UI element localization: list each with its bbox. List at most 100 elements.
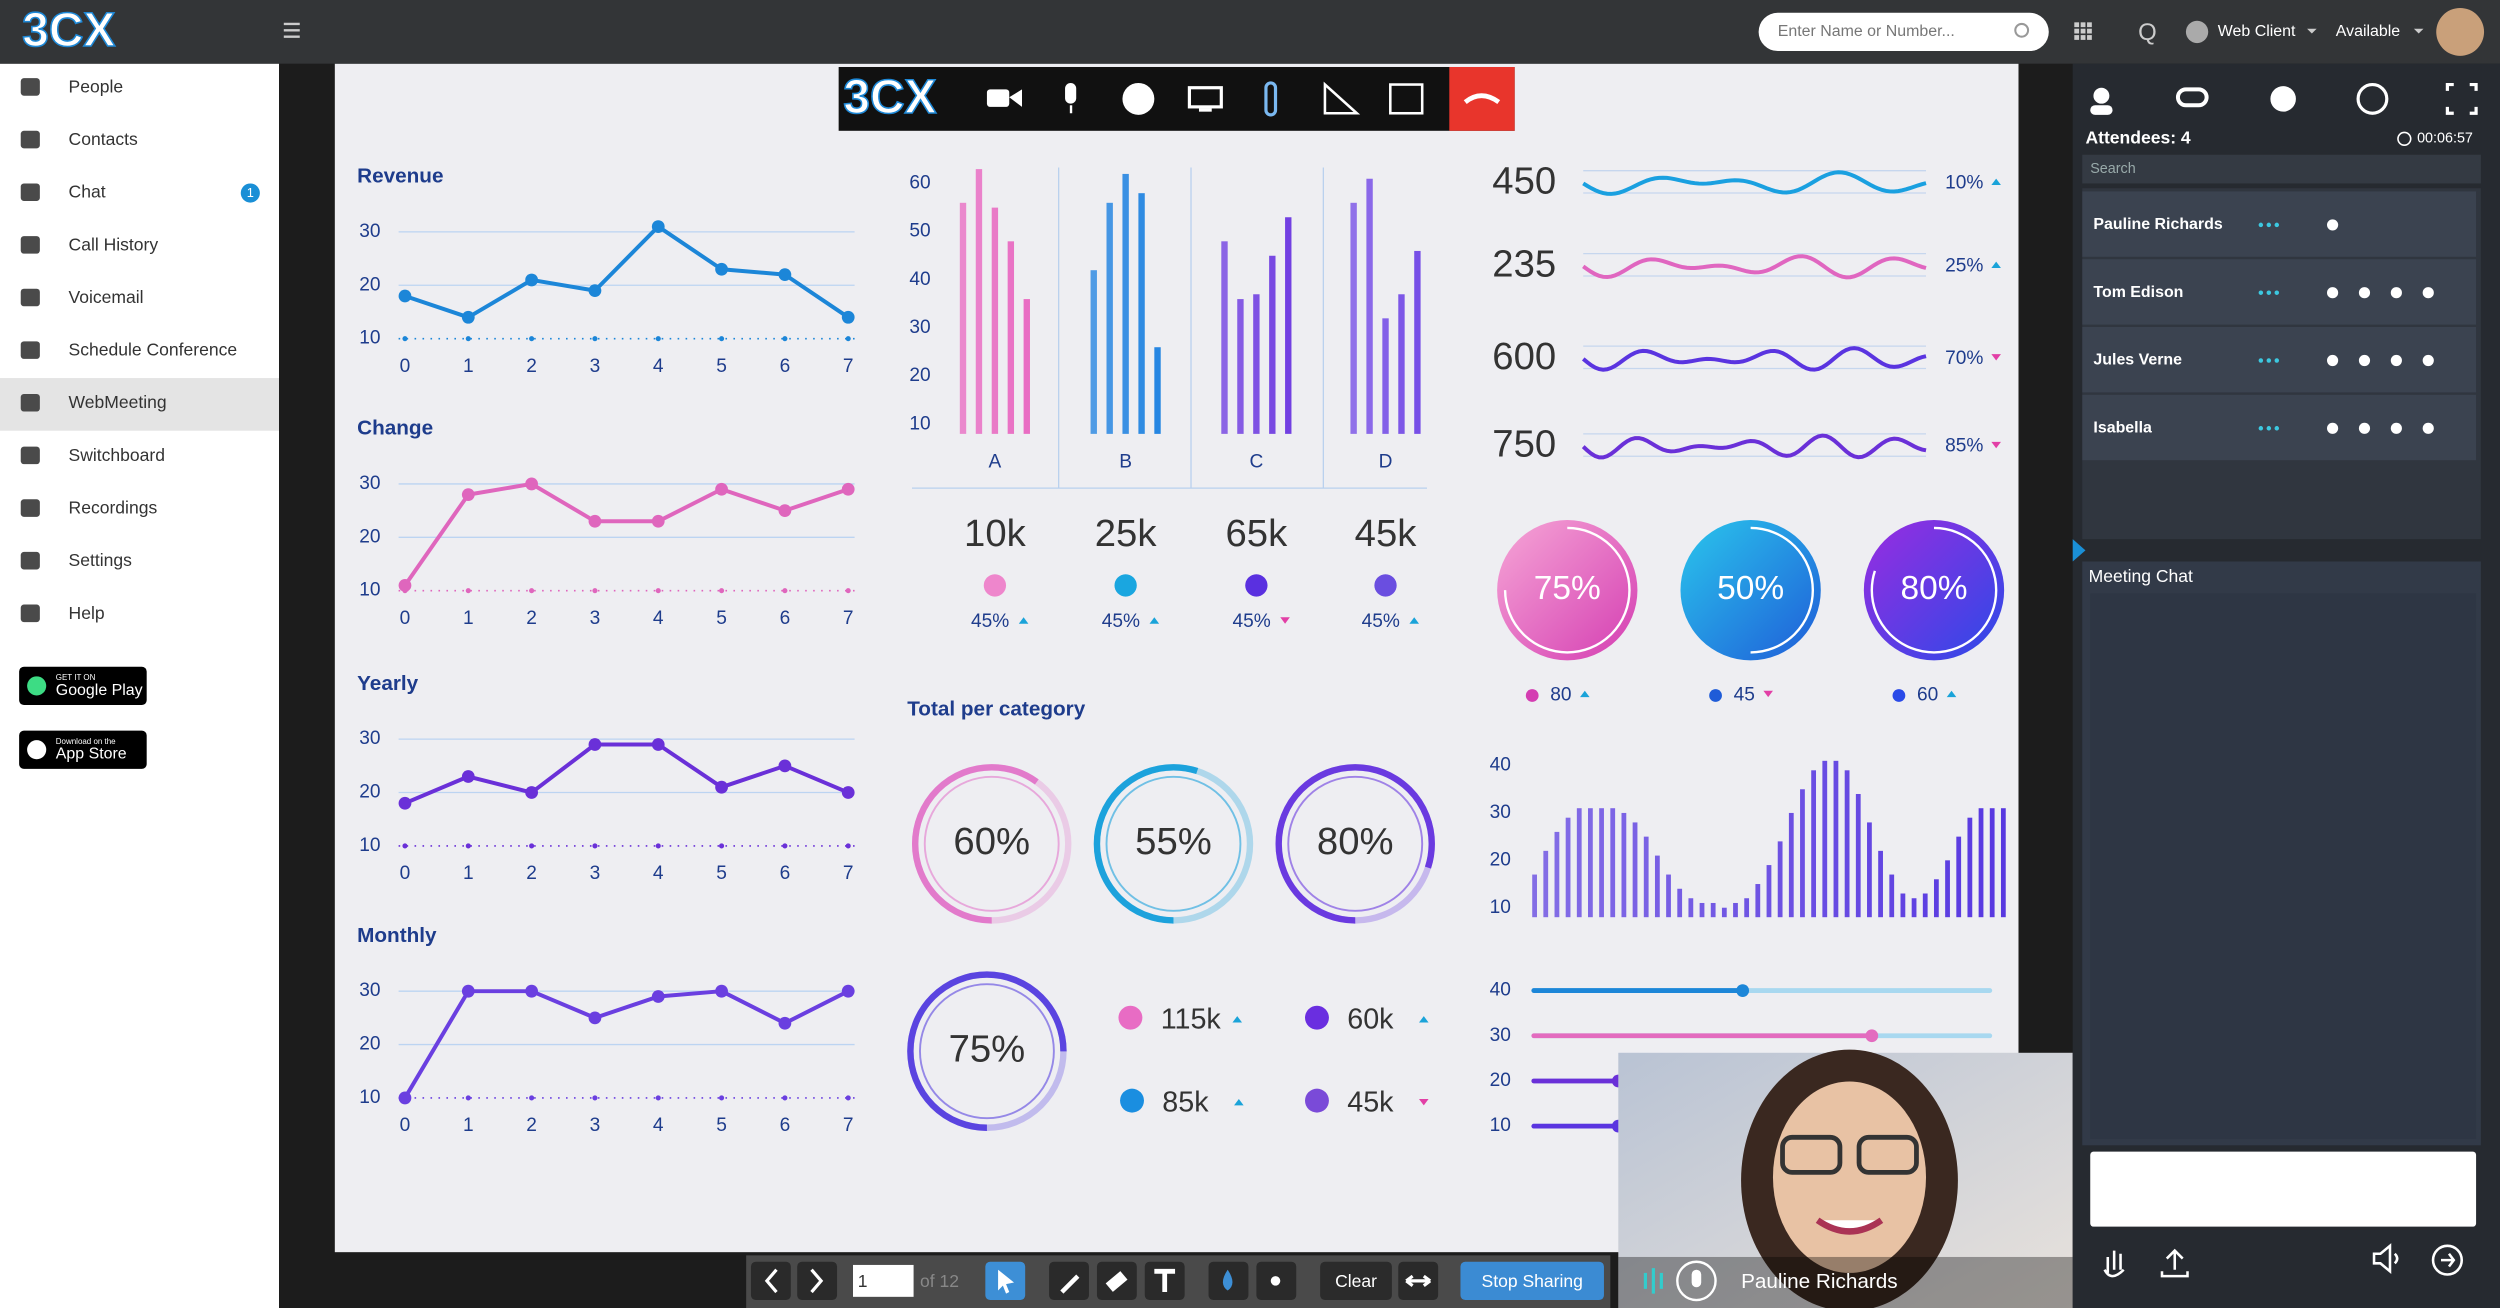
gauge-sub: 80	[1550, 685, 1571, 706]
q-icon[interactable]: Q	[2138, 19, 2157, 46]
nav-label[interactable]: Contacts	[69, 129, 138, 149]
x-tick-label: 1	[463, 863, 474, 884]
apps-icon[interactable]	[2074, 22, 2092, 40]
status[interactable]: Available	[2336, 23, 2401, 40]
bar	[1989, 808, 1995, 918]
more-dot[interactable]	[2274, 426, 2280, 431]
nav-label[interactable]: Schedule Conference	[69, 340, 238, 360]
x-tick-label: 7	[843, 863, 854, 884]
store-badge[interactable]	[19, 730, 147, 769]
x-tick-label: 4	[653, 608, 664, 629]
store-name: App Store	[56, 746, 127, 763]
next-page[interactable]	[797, 1261, 838, 1301]
chart-title: Change	[357, 417, 433, 440]
end-call-icon	[1463, 93, 1501, 105]
more-dot[interactable]	[2266, 222, 2272, 228]
menu-button[interactable]	[283, 22, 300, 38]
more-dot[interactable]	[2266, 426, 2272, 431]
more-dot[interactable]	[2258, 290, 2264, 295]
x-tick-label: 1	[463, 356, 474, 377]
point	[461, 488, 475, 501]
nav-label[interactable]: Voicemail	[69, 287, 144, 307]
bar	[1414, 250, 1421, 434]
x-tick-label: 4	[653, 863, 664, 884]
tick-dot	[529, 336, 535, 342]
more-dot[interactable]	[2258, 222, 2264, 228]
category-label: D	[1379, 452, 1393, 473]
end-call[interactable]	[1449, 66, 1515, 131]
stop-sharing[interactable]	[1460, 1261, 1604, 1301]
more-dot[interactable]	[2274, 290, 2280, 295]
draw-tools[interactable]	[1049, 1261, 1439, 1301]
point	[588, 514, 602, 528]
nav-label[interactable]: Settings	[69, 550, 133, 570]
more-dot[interactable]	[2258, 426, 2264, 431]
more-dot[interactable]	[2266, 358, 2272, 363]
attendee-name: Isabella	[2093, 419, 2152, 436]
attendee-name: Tom Edison	[2093, 284, 2183, 301]
wave-percent: 70%	[1945, 348, 1983, 369]
x-tick-label: 2	[526, 356, 537, 377]
toolbar-icons[interactable]	[986, 81, 1424, 117]
nav-label[interactable]: People	[69, 76, 124, 96]
stat-percent: 45%	[1232, 611, 1270, 632]
x-tick-label: 6	[780, 1115, 791, 1136]
legend-dot	[1120, 1088, 1144, 1113]
x-tick-label: 0	[400, 608, 411, 629]
bar	[1945, 860, 1950, 918]
chart-title: Revenue	[357, 165, 443, 188]
point	[841, 984, 855, 998]
page-input[interactable]	[852, 1264, 914, 1297]
nav-label[interactable]: Switchboard	[69, 445, 165, 465]
status-icon	[2422, 287, 2434, 299]
tick-dot	[465, 336, 471, 342]
nav-label[interactable]: Call History	[69, 234, 159, 254]
point	[398, 1091, 412, 1105]
tick-dot	[402, 336, 408, 342]
collapse-arrow[interactable]	[2072, 539, 2086, 562]
chat-actions[interactable]	[2103, 1243, 2464, 1278]
x-tick-label: 0	[400, 863, 411, 884]
bar	[1554, 831, 1560, 918]
attendee-search[interactable]	[2082, 154, 2481, 184]
status-icon	[2390, 354, 2402, 367]
chat-input[interactable]	[2090, 1151, 2477, 1227]
nav-label[interactable]: Recordings	[69, 497, 158, 517]
nav-label[interactable]: WebMeeting	[69, 392, 167, 412]
tick-dot	[465, 588, 471, 594]
status-icon	[2358, 354, 2371, 367]
bar	[1269, 255, 1276, 434]
x-tick-label: 1	[463, 1115, 474, 1136]
status-icon	[2390, 422, 2402, 434]
more-dot[interactable]	[2266, 290, 2272, 295]
store-badge[interactable]	[19, 666, 147, 706]
bar	[1366, 178, 1373, 434]
bar	[1237, 299, 1244, 434]
tick-dot	[719, 336, 725, 342]
clear-button[interactable]	[1320, 1261, 1392, 1301]
nav-label[interactable]: Chat	[69, 182, 106, 202]
panel-icons[interactable]	[2090, 82, 2478, 115]
pointer-icon	[998, 1269, 1015, 1294]
more-dot[interactable]	[2258, 358, 2264, 363]
point	[841, 786, 855, 799]
ring-arc	[907, 971, 1067, 1131]
prev-page[interactable]	[750, 1261, 791, 1301]
line	[403, 989, 850, 1099]
bar	[1643, 836, 1649, 918]
gauge-dot	[1892, 689, 1906, 702]
more-dot[interactable]	[2274, 222, 2280, 228]
more-dot[interactable]	[2274, 358, 2280, 363]
stop-sharing-label: Stop Sharing	[1482, 1271, 1583, 1291]
bar	[1978, 808, 1984, 918]
tick-dot	[655, 843, 661, 849]
slider-knob	[1736, 984, 1750, 997]
avatar[interactable]	[2436, 7, 2485, 56]
web-client[interactable]: Web Client	[2218, 23, 2296, 40]
point	[525, 786, 538, 799]
search-box[interactable]	[1758, 12, 2049, 52]
nav-label[interactable]: Help	[69, 603, 105, 623]
trend-arrow	[1991, 441, 2001, 449]
stat-value: 65k	[1226, 512, 1289, 555]
